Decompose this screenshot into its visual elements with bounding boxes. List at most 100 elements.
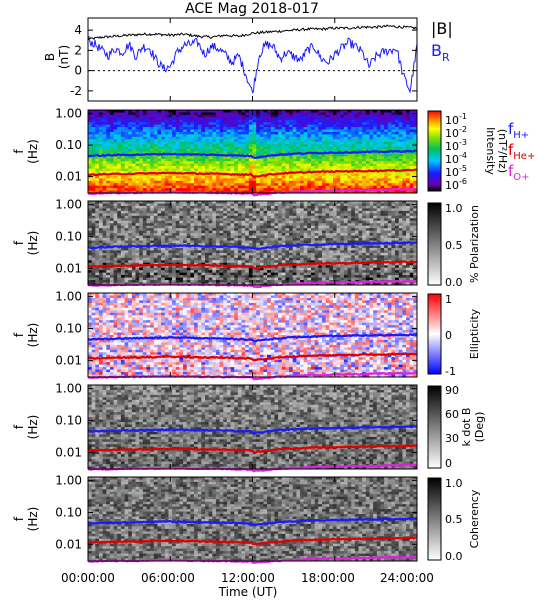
panel-2-cell [413, 210, 418, 214]
panel-1-cell [347, 161, 352, 165]
panel-1-cell [409, 190, 414, 194]
panel-1-cell [113, 112, 118, 116]
panel-2-cell [343, 218, 348, 222]
panel-2-cell [340, 205, 345, 209]
panel-1-cell [95, 110, 100, 113]
panel-2-cell [398, 205, 403, 209]
panel-1-cell [168, 168, 173, 172]
panel-1-cell [215, 166, 220, 169]
panel-2-cell [164, 228, 169, 232]
panel-2-cell [204, 203, 210, 207]
panel-1-cell [314, 141, 319, 145]
panel-1-cell [307, 149, 312, 152]
panel-1-cell [124, 144, 129, 148]
panel-1-cell [91, 110, 96, 113]
panel-1-cell [402, 114, 407, 118]
panel-1-cell [153, 183, 158, 187]
panel-1-cell [336, 112, 341, 116]
panel-1-cell [351, 178, 356, 182]
panel-2-cell [161, 243, 166, 246]
panel-1-cell [139, 122, 144, 126]
panel-2-cell [296, 228, 301, 232]
panel-1-cell [347, 163, 352, 167]
panel-1-cell [285, 161, 290, 165]
panel-2-cell [274, 247, 279, 251]
panel-2-cell [343, 238, 348, 241]
panel-2-cell [161, 210, 166, 214]
panel-2-cell [234, 213, 239, 217]
panel-2-cell [310, 205, 316, 209]
panel-1-cell [248, 190, 253, 194]
panel-2-cell [157, 208, 162, 212]
panel-1-cell [98, 185, 104, 189]
panel-1-cell [150, 127, 155, 130]
panel-1-cell [109, 139, 114, 143]
panel-2-cell [263, 247, 268, 251]
panel-1-cell [278, 185, 283, 189]
panel-2-cell [395, 243, 400, 246]
panel-1-cell [183, 119, 188, 123]
panel-2-cell [307, 215, 312, 219]
panel-1-cell [259, 117, 264, 121]
panel-2-cell [245, 228, 250, 232]
panel-2-cell [102, 215, 107, 219]
panel-1-cell [142, 178, 147, 182]
panel-1-cell [223, 161, 228, 165]
panel-2-cell [194, 250, 199, 254]
panel-2-cell [223, 233, 228, 236]
panel-2-cell [267, 250, 272, 254]
panel-1-cell [380, 146, 385, 150]
panel-1-cell [168, 136, 173, 140]
panel-2-cell [285, 245, 290, 249]
panel-1-cell [215, 163, 220, 167]
panel-2-cell [256, 201, 261, 204]
panel-1-cell [131, 156, 136, 160]
panel-1-cell [365, 151, 370, 155]
panel-2-cell [267, 240, 272, 244]
panel-1-cell [354, 139, 359, 143]
panel-1-cell [204, 122, 210, 126]
panel-2-cell [153, 238, 158, 241]
panel-1-cell [303, 129, 308, 133]
panel-1-cell [88, 183, 93, 187]
panel-2-cell [281, 238, 286, 241]
panel-2-cell [391, 240, 396, 244]
panel-1-cell [332, 183, 337, 187]
panel-2-cell [219, 213, 224, 217]
panel-1-cell [340, 124, 345, 128]
panel-2-cell [296, 201, 301, 204]
panel-1-cell [186, 168, 191, 172]
panel-1-cell [131, 122, 136, 126]
panel-1-cell [380, 180, 385, 184]
panel-2-cell [278, 230, 283, 234]
panel-1-cell [168, 129, 173, 133]
panel-1-cell [351, 141, 356, 145]
panel-2-cell [300, 220, 305, 224]
panel-2-cell [113, 220, 118, 224]
panel-2-cell [190, 233, 195, 236]
panel-1-cell [142, 163, 147, 167]
panel-1-cell [285, 134, 290, 138]
panel-1-cell [175, 156, 180, 160]
panel-1-cell [329, 156, 334, 160]
panel-2-cell [296, 233, 301, 236]
panel-2-cell [413, 233, 418, 236]
panel-2-cell [373, 205, 378, 209]
panel-1-cell [91, 175, 96, 179]
panel-1-cell [413, 151, 418, 155]
panel-2-cell [106, 210, 111, 214]
panel-2-cell [362, 238, 367, 241]
panel-2-cell [384, 238, 389, 241]
panel-1-cell [373, 146, 378, 150]
panel-1-cell [270, 119, 275, 123]
panel-1-cell [274, 114, 279, 118]
panel-1-cell [204, 114, 210, 118]
panel-1-cell [391, 139, 396, 143]
panel-1-cell [263, 156, 268, 160]
panel-2-cell [98, 225, 104, 229]
panel-1-cell [365, 144, 370, 148]
panel-1-cell [395, 163, 400, 167]
panel-1-cell [318, 122, 323, 126]
panel-1-cell [373, 166, 378, 169]
panel-1-cell [373, 131, 378, 135]
